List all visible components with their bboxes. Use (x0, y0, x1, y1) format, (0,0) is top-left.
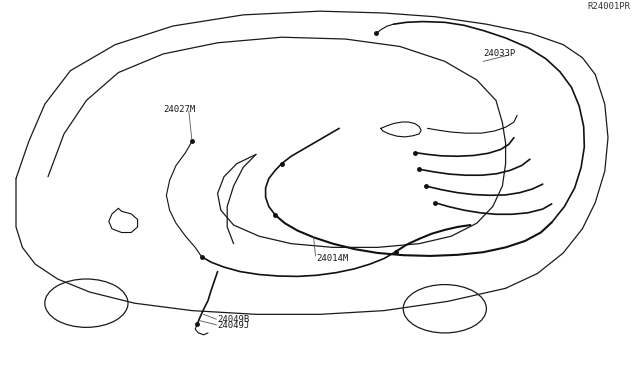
Text: 24049J: 24049J (218, 321, 250, 330)
Text: 24033P: 24033P (483, 49, 515, 58)
Text: 24027M: 24027M (163, 105, 195, 114)
Text: 24014M: 24014M (317, 254, 349, 263)
Text: R24001PR: R24001PR (588, 2, 630, 11)
Text: 24049B: 24049B (218, 315, 250, 324)
